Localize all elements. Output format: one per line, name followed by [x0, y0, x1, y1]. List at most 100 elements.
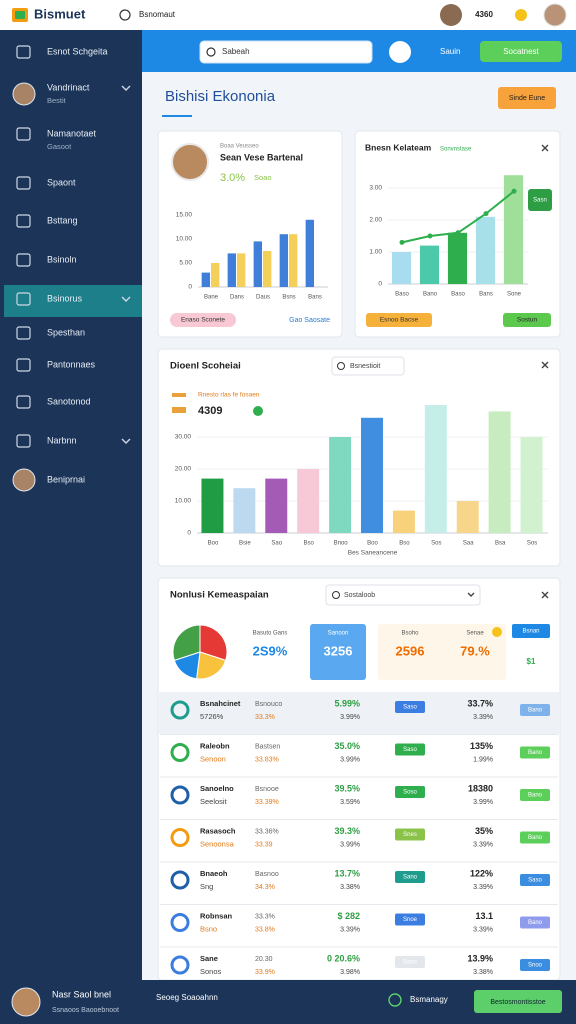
- bar: [475, 216, 496, 284]
- sidebar-item[interactable]: Spaont: [47, 177, 76, 187]
- stat-label: Bsoho: [401, 631, 419, 637]
- row-action[interactable]: [520, 959, 550, 971]
- row-value-sub: 3.59%: [340, 799, 360, 806]
- close-icon: [541, 591, 549, 599]
- header: [0, 0, 576, 30]
- row-action[interactable]: [520, 746, 550, 759]
- row-cell: Bastsen: [255, 743, 280, 750]
- search-box[interactable]: [325, 584, 481, 606]
- toolbar-icon: [389, 41, 411, 63]
- button-label: Bano: [528, 920, 543, 926]
- sidebar-subitem: Bestit: [47, 96, 67, 105]
- row-sub: Sonos: [200, 967, 222, 976]
- bar: [361, 417, 383, 533]
- sidebar-item[interactable]: Beniprnai: [47, 474, 85, 484]
- button-label: Bano: [528, 793, 543, 799]
- sidebar-icon: [16, 292, 31, 306]
- line-point: [483, 211, 489, 217]
- sidebar-item[interactable]: Spesthan: [47, 327, 85, 337]
- button-label: Bsnan: [522, 629, 539, 635]
- tag: Sonvnstase: [440, 147, 472, 153]
- sidebar-item[interactable]: Esnot Schgeita: [47, 46, 108, 56]
- bar: [488, 411, 511, 533]
- search-text: Sabeah: [222, 47, 250, 56]
- x-tick-label: Sone: [507, 292, 522, 298]
- row-highlight: [159, 692, 559, 734]
- sidebar-icon: [16, 176, 31, 190]
- row-cell: 33.8%: [255, 926, 275, 933]
- row-cell: 33.39: [255, 841, 273, 848]
- sidebar-subitem: Gasoot: [47, 142, 72, 151]
- footer-text: Seoeg Soaoahnn: [156, 993, 218, 1002]
- row-action[interactable]: [520, 874, 550, 886]
- profile-avatar: [171, 143, 209, 181]
- row-action[interactable]: [520, 704, 550, 716]
- sidebar-item[interactable]: Bsinorus: [47, 293, 83, 303]
- bar: [456, 501, 479, 533]
- button-label: Sinde Eune: [509, 95, 545, 102]
- avatar: [440, 4, 462, 26]
- row-value: 0 20.6%: [327, 953, 360, 963]
- pill[interactable]: [170, 313, 236, 327]
- sidebar-item[interactable]: Bsinoln: [47, 254, 77, 264]
- button-label: Bano: [528, 750, 543, 756]
- bar: [265, 478, 288, 533]
- row-action[interactable]: [520, 916, 550, 929]
- button[interactable]: [503, 313, 551, 327]
- row-cell: 34.3%: [255, 884, 275, 891]
- badge-label: Soso: [403, 790, 417, 796]
- page-button[interactable]: [498, 87, 556, 109]
- pill[interactable]: [366, 313, 432, 327]
- bar: [297, 469, 320, 533]
- sidebar-item[interactable]: Sanotonod: [47, 396, 91, 406]
- search-box[interactable]: [331, 356, 405, 376]
- title-underline: [162, 115, 192, 117]
- stat-value: 3256: [324, 643, 353, 658]
- row-icon: [170, 785, 190, 805]
- bar: [289, 234, 298, 287]
- search-box[interactable]: [199, 40, 373, 64]
- badge-label: Snes: [403, 832, 417, 838]
- sidebar-item[interactable]: Bsttang: [47, 215, 78, 225]
- row-sub: Bsno: [200, 924, 217, 933]
- x-tick-label: Boo: [367, 541, 378, 547]
- coin-icon: [492, 627, 502, 637]
- button-label: Snoo: [528, 963, 543, 969]
- footer-name: Nasr Saol bnel: [52, 989, 111, 999]
- chevron: [121, 296, 131, 302]
- y-tick-label: 0: [378, 281, 382, 288]
- sidebar-icon: [16, 253, 31, 267]
- button[interactable]: [512, 624, 550, 638]
- sidebar-icon: [16, 45, 31, 59]
- y-tick-label: 1.00: [369, 249, 382, 256]
- sidebar-item[interactable]: Pantonnaes: [47, 359, 96, 369]
- row-badge: [395, 828, 425, 841]
- row-icon: [170, 870, 190, 890]
- sidebar-item[interactable]: Narbnn: [47, 435, 77, 445]
- row-value: 33.7%: [467, 698, 493, 708]
- sidebar-item[interactable]: Namanotaet: [47, 128, 97, 138]
- tab-icon: [119, 9, 131, 21]
- row-value: 13.1: [475, 911, 493, 921]
- stat-label: Soao: [254, 173, 272, 182]
- row-action[interactable]: [520, 831, 550, 844]
- card-title: Dioenl Scoheiai: [170, 361, 241, 372]
- tab-label[interactable]: Bsnomaut: [139, 10, 176, 19]
- toolbar-button[interactable]: [480, 41, 562, 62]
- row-value-sub: 3.99%: [340, 756, 360, 763]
- bar: [263, 251, 272, 287]
- x-tick-label: Bso: [399, 541, 410, 547]
- sidebar-avatar: [12, 468, 36, 492]
- row-action[interactable]: [520, 789, 550, 801]
- x-tick-label: Bso: [304, 541, 315, 547]
- row-value-sub: 3.38%: [473, 969, 493, 976]
- row-name: Bnaeoh: [200, 869, 228, 878]
- bar: [419, 245, 440, 284]
- sidebar-item[interactable]: Vandrinact: [47, 82, 90, 92]
- legend-text: Rnesto rlas fe fosaen: [198, 392, 260, 399]
- row-value: 18380: [468, 783, 493, 793]
- stat-card: [310, 624, 366, 680]
- line-point: [455, 230, 461, 236]
- footer-button[interactable]: [474, 990, 562, 1013]
- link[interactable]: Gao Saosate: [289, 317, 330, 324]
